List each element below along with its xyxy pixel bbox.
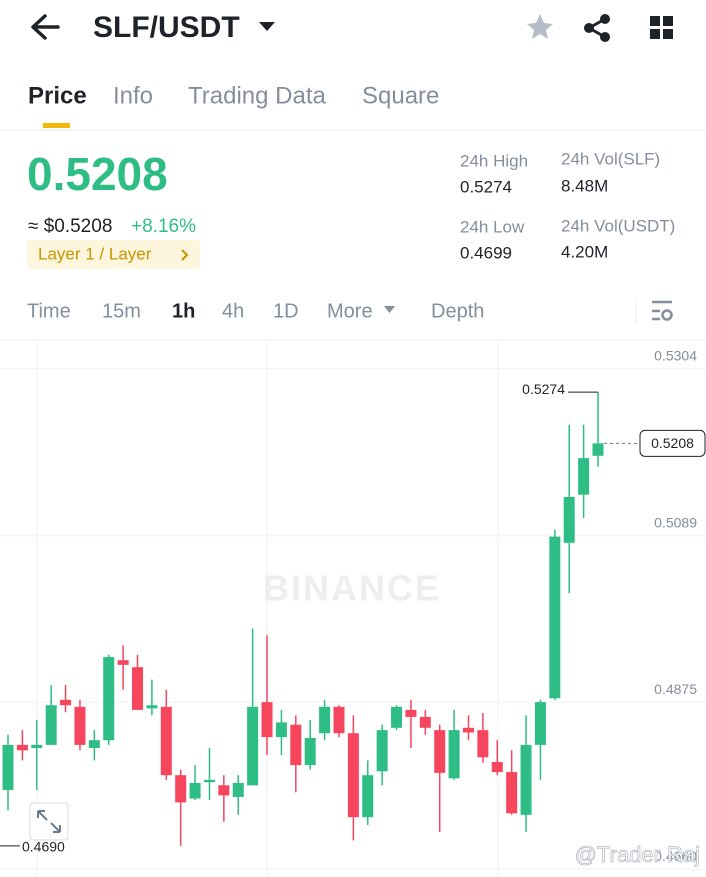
candle-body (333, 706, 345, 734)
candle-body (218, 785, 230, 796)
candle-body (132, 667, 144, 710)
candle-body (160, 706, 172, 776)
back-button[interactable] (31, 14, 60, 40)
stat-label: 24h Vol(SLF) (561, 149, 660, 168)
candle-body (275, 722, 287, 738)
candle-body (117, 660, 129, 665)
candle-body (549, 536, 561, 699)
watermark: BINANCE (263, 568, 441, 609)
candle-body (419, 716, 431, 728)
sector-tag[interactable]: Layer 1 / Layer (27, 240, 200, 269)
candle-body (391, 706, 403, 728)
candle-body (247, 706, 259, 786)
tab[interactable]: Price (28, 82, 87, 109)
interval[interactable]: 1h (172, 300, 195, 322)
candle-body (534, 702, 546, 745)
credit: @Trader Raj (575, 842, 700, 867)
candle-body (189, 782, 201, 799)
y-tick-label: 0.5089 (654, 515, 697, 531)
stat-value: 0.5274 (460, 177, 512, 196)
candle-body (31, 744, 43, 748)
candle-body (563, 496, 575, 543)
candle-body (175, 775, 187, 803)
candle-body (103, 657, 115, 741)
interval[interactable]: 1D (273, 300, 299, 322)
candle-body (16, 744, 28, 751)
candle-body (491, 761, 503, 773)
price-change: +8.16% (131, 216, 196, 237)
usd-price: ≈ $0.5208 (28, 216, 112, 237)
candle-body (60, 699, 72, 706)
grid-menu[interactable] (650, 16, 673, 39)
candle-body (45, 705, 57, 745)
candle-body (477, 730, 489, 758)
y-tick-label: 0.4660 (654, 848, 697, 864)
candle-body (506, 772, 518, 814)
candle-body (304, 737, 316, 766)
stat-value: 0.4699 (460, 243, 512, 262)
candle-body (203, 779, 215, 783)
share-button[interactable] (584, 14, 610, 42)
candle-body (88, 740, 100, 748)
last-price: 0.5208 (27, 148, 168, 200)
candle-body (2, 744, 14, 790)
pair-title: SLF/USDT (93, 11, 240, 44)
tab[interactable]: Trading Data (188, 82, 327, 109)
interval[interactable]: 4h (222, 300, 244, 322)
interval[interactable]: Depth (431, 300, 484, 322)
stat-label: 24h Vol(USDT) (561, 216, 675, 235)
candle-body (347, 733, 359, 818)
last-price-box (639, 429, 706, 457)
tab[interactable]: Square (362, 82, 439, 109)
more-caret (384, 306, 395, 313)
favorite-star[interactable] (527, 14, 553, 39)
candle-body (362, 775, 374, 818)
candle-body (376, 730, 388, 772)
candle-body (146, 705, 158, 709)
tab[interactable]: Info (113, 82, 153, 109)
candle-body (520, 744, 532, 815)
candle-body (290, 724, 302, 766)
candle-body (405, 709, 417, 717)
candle-body (578, 458, 590, 495)
chart-settings[interactable] (652, 300, 673, 321)
y-tick-label: 0.5304 (654, 347, 697, 363)
stat-label: 24h Low (460, 217, 525, 236)
candle-body (232, 782, 244, 797)
candle-body (448, 730, 460, 779)
expand-button[interactable] (29, 802, 69, 841)
last-price-label: 0.5208 (651, 435, 694, 451)
stat-value: 8.48M (561, 176, 608, 195)
candle-body (462, 727, 474, 733)
stat-value: 4.20M (561, 242, 608, 261)
tab-indicator (43, 123, 70, 128)
interval[interactable]: More (327, 300, 373, 322)
high-marker-label: 0.5274 (522, 381, 565, 397)
stat-label: 24h High (460, 151, 528, 170)
low-marker-label: 0.4690 (22, 839, 65, 855)
candle-body (592, 443, 604, 456)
candle-body (261, 702, 273, 738)
interval[interactable]: 15m (102, 300, 141, 322)
candles: 0.4660 0.4875 0.5089 0.5304 0.5274 0.4690 0.52… (0, 347, 706, 870)
candle-body (74, 706, 86, 745)
interval[interactable]: Time (27, 300, 71, 322)
sector-tag-text: Layer 1 / Layer (38, 244, 152, 263)
candle-body (319, 706, 331, 734)
pair-dropdown[interactable] (259, 22, 275, 31)
candle-body (434, 730, 446, 773)
y-tick-label: 0.4875 (654, 681, 697, 697)
